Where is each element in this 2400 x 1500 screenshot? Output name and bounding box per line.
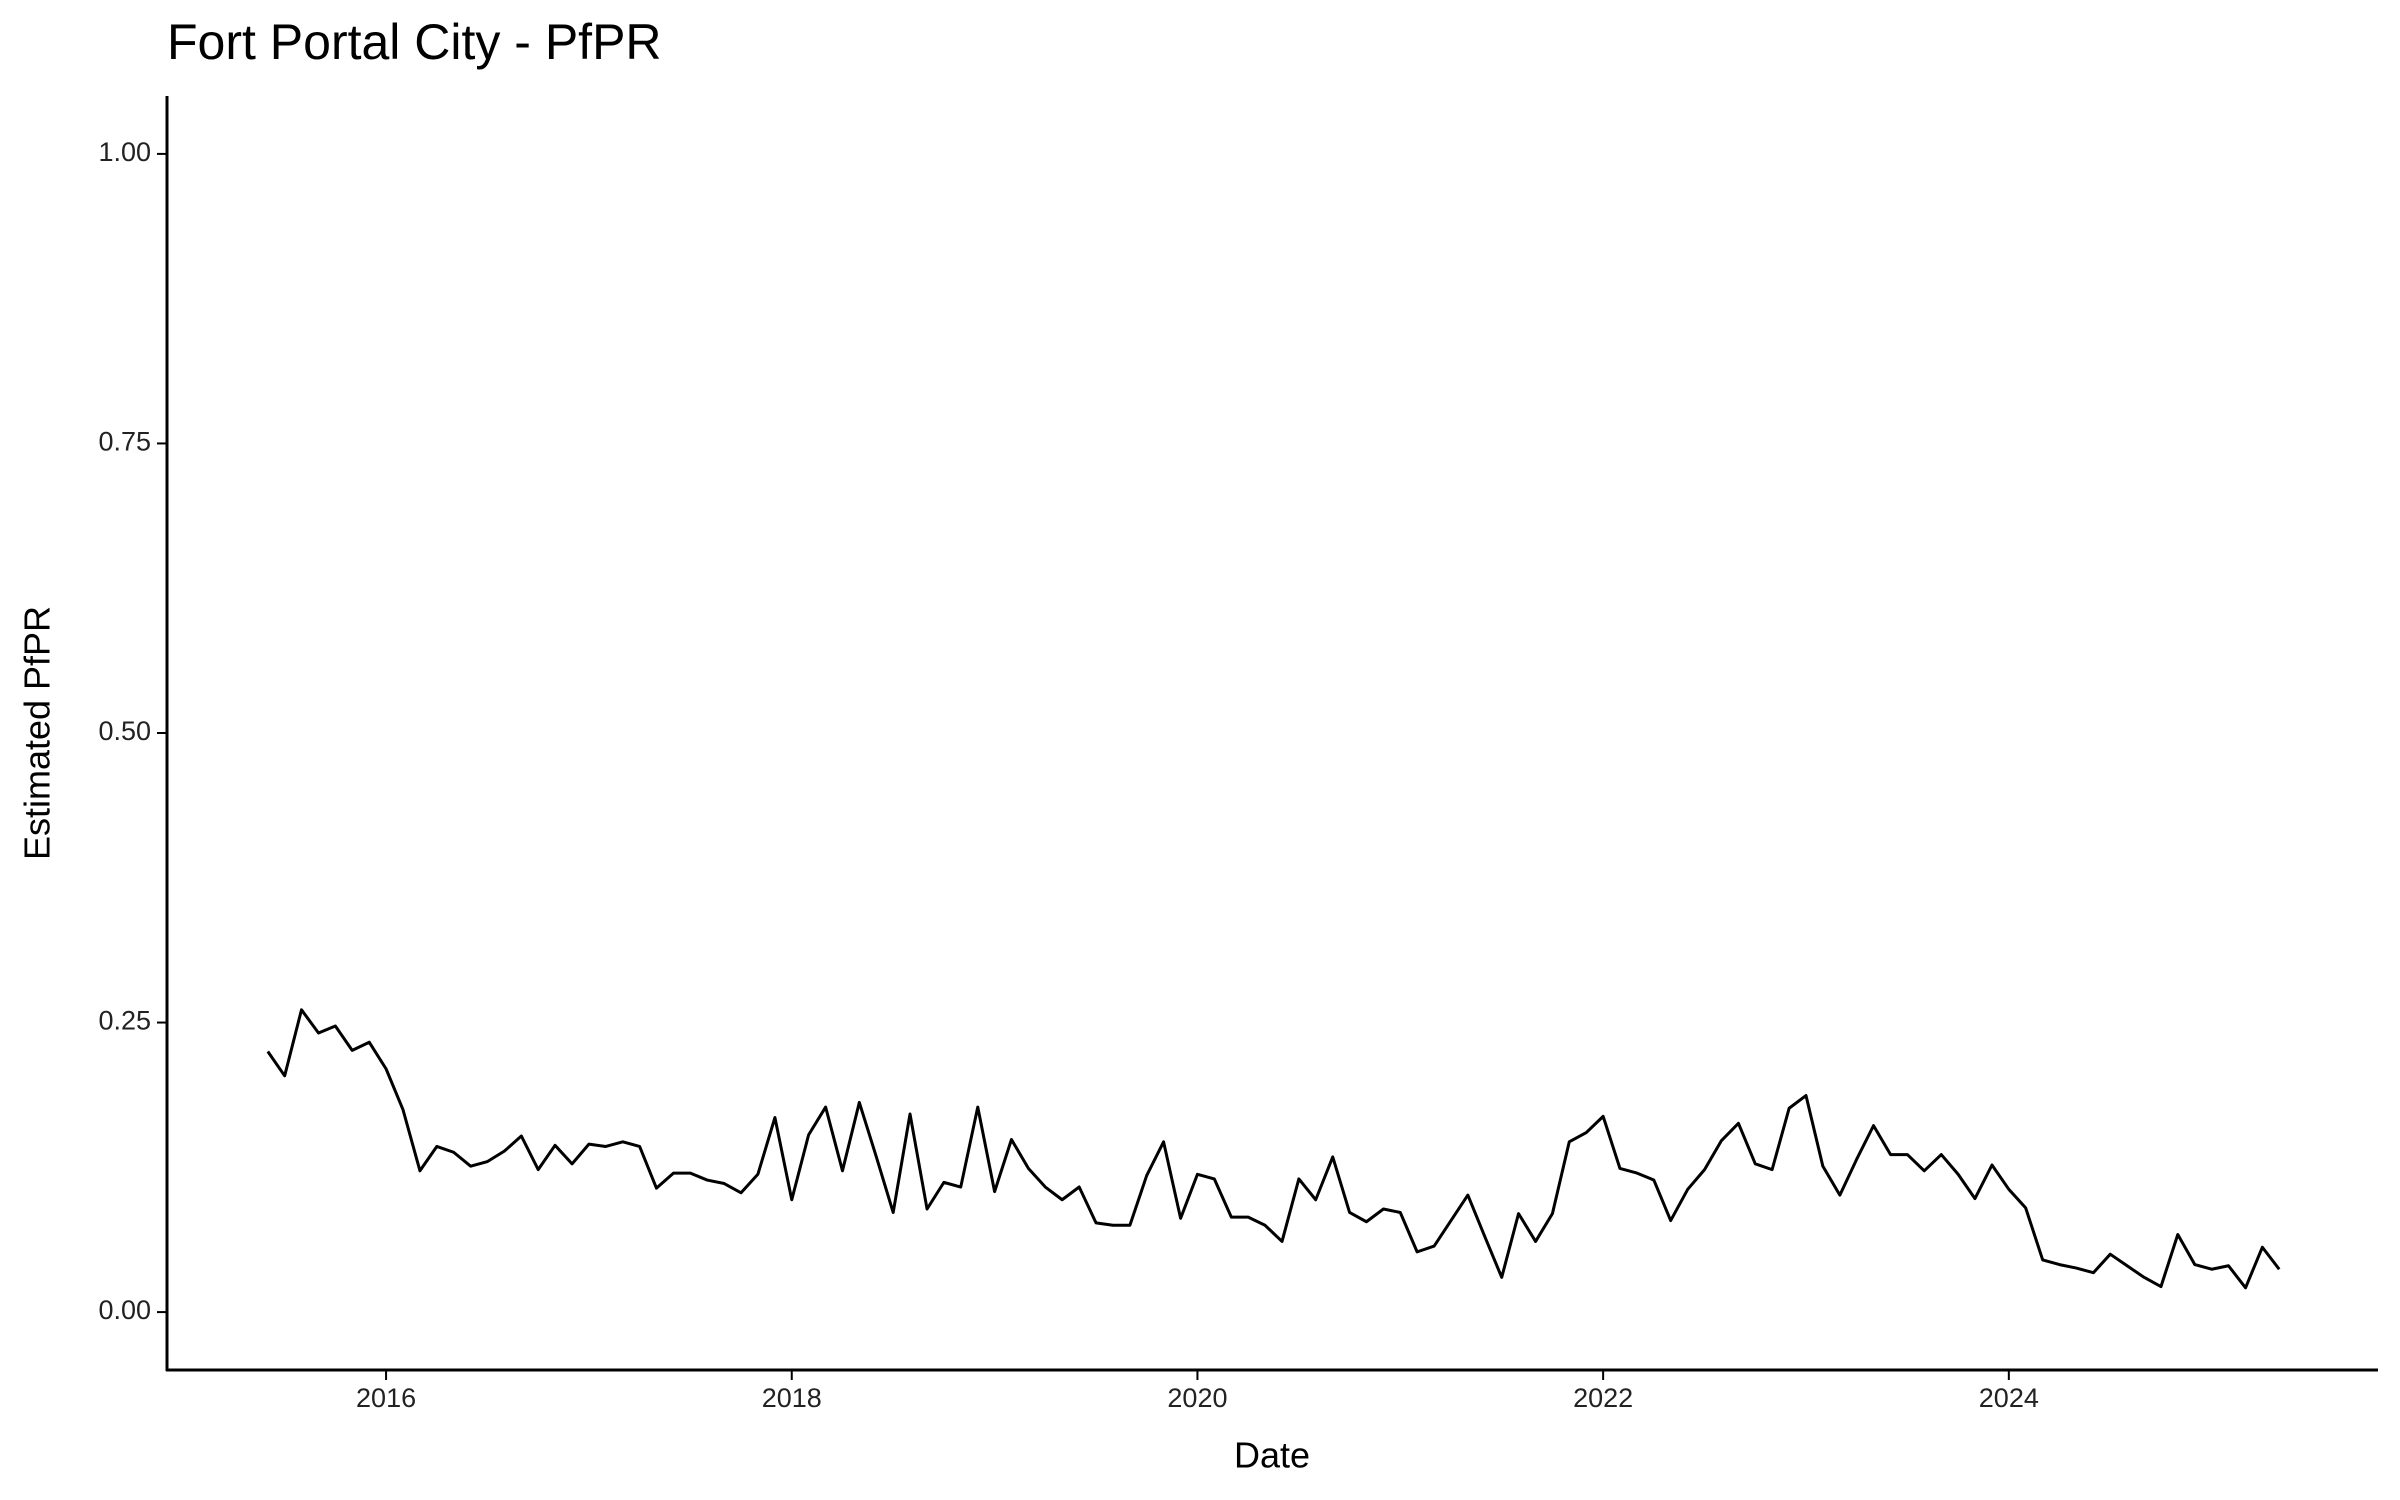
x-axis-title: Date — [1234, 1435, 1310, 1476]
y-tick-label: 0.25 — [98, 1006, 151, 1036]
y-tick-label: 0.75 — [98, 427, 151, 457]
x-tick-label: 2024 — [1979, 1383, 2039, 1413]
y-tick-label: 0.50 — [98, 716, 151, 746]
x-tick-label: 2016 — [356, 1383, 416, 1413]
x-tick-label: 2022 — [1573, 1383, 1633, 1413]
x-tick-label: 2020 — [1167, 1383, 1227, 1413]
y-tick-label: 1.00 — [98, 137, 151, 167]
line-series — [266, 1008, 2281, 1290]
chart-title: Fort Portal City - PfPR — [167, 14, 662, 70]
y-axis-title: Estimated PfPR — [17, 606, 58, 860]
y-tick-label: 0.00 — [98, 1295, 151, 1325]
x-tick-label: 2018 — [762, 1383, 822, 1413]
